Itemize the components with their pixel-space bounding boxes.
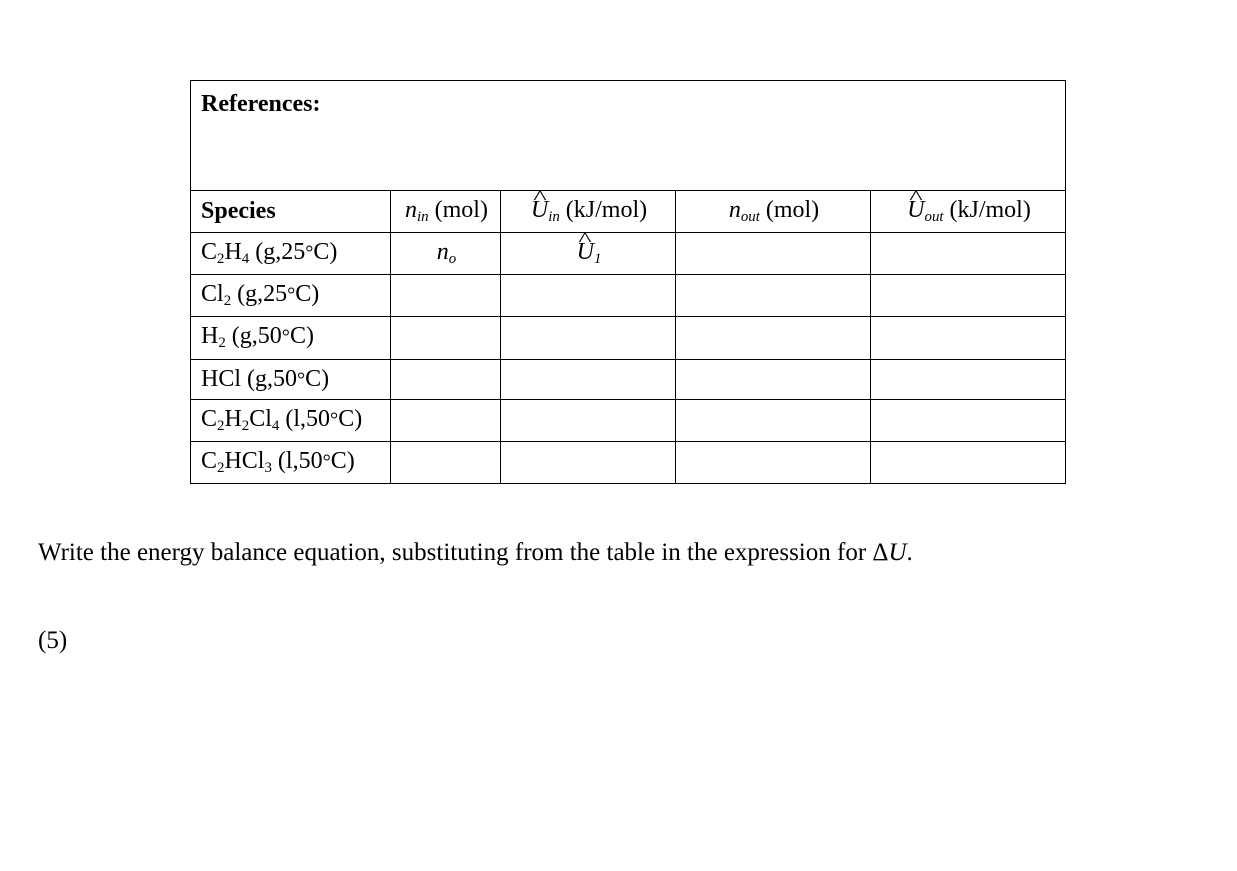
n-out-cell: [676, 441, 871, 483]
species-cell: C2H2Cl4 (l,50°C): [191, 399, 391, 441]
n-out-cell: [676, 359, 871, 399]
u-in-cell: U1: [501, 233, 676, 275]
u-in-cell: [501, 275, 676, 317]
n-in-cell: [391, 317, 501, 359]
question-number: (5): [38, 627, 1207, 655]
u-in-sym: U: [531, 197, 548, 224]
prompt-u: U: [888, 539, 906, 566]
n-out-cell: [676, 317, 871, 359]
u-out-cell: [871, 399, 1066, 441]
n-out-unit: (mol): [766, 197, 819, 223]
n-in-cell: no: [391, 233, 501, 275]
table-row: H2 (g,50°C): [191, 317, 1066, 359]
u-out-sym: U: [907, 197, 924, 224]
u-in-unit: (kJ/mol): [566, 197, 647, 223]
n-in-unit: (mol): [435, 197, 488, 223]
u-in-sub: in: [548, 209, 560, 225]
n-out-cell: [676, 233, 871, 275]
n-out-cell: [676, 399, 871, 441]
u-out-cell: [871, 275, 1066, 317]
u-out-sub: out: [925, 209, 944, 225]
prompt-text: Write the energy balance equation, subst…: [38, 539, 1207, 567]
species-cell: C2H4 (g,25°C): [191, 233, 391, 275]
species-table: References: Species nin (mol) Uin (kJ/mo…: [190, 80, 1066, 484]
n-out-sub: out: [741, 209, 760, 225]
references-label: References:: [201, 91, 320, 117]
table-row: HCl (g,50°C): [191, 359, 1066, 399]
prompt-post: .: [907, 539, 913, 566]
u-out-cell: [871, 441, 1066, 483]
n-in-cell: [391, 399, 501, 441]
table-row: C2H4 (g,25°C)noU1: [191, 233, 1066, 275]
header-n-out: nout (mol): [676, 191, 871, 233]
table-row: C2H2Cl4 (l,50°C): [191, 399, 1066, 441]
species-cell: HCl (g,50°C): [191, 359, 391, 399]
u-in-cell: [501, 317, 676, 359]
u-out-cell: [871, 359, 1066, 399]
n-out-cell: [676, 275, 871, 317]
prompt-pre: Write the energy balance equation, subst…: [38, 539, 872, 566]
header-u-out: Uout (kJ/mol): [871, 191, 1066, 233]
u-in-cell: [501, 441, 676, 483]
n-in-sym: n: [405, 197, 417, 223]
u-in-cell: [501, 359, 676, 399]
references-row: References:: [191, 81, 1066, 191]
table-body: C2H4 (g,25°C)noU1Cl2 (g,25°C)H2 (g,50°C)…: [191, 233, 1066, 484]
species-cell: H2 (g,50°C): [191, 317, 391, 359]
n-in-cell: [391, 359, 501, 399]
u-out-unit: (kJ/mol): [950, 197, 1031, 223]
references-cell: References:: [191, 81, 1066, 191]
page: References: Species nin (mol) Uin (kJ/mo…: [0, 0, 1237, 871]
n-in-cell: [391, 441, 501, 483]
u-out-cell: [871, 317, 1066, 359]
header-species-text: Species: [201, 198, 276, 224]
table-row: C2HCl3 (l,50°C): [191, 441, 1066, 483]
header-row: Species nin (mol) Uin (kJ/mol) nout (mol…: [191, 191, 1066, 233]
u-out-cell: [871, 233, 1066, 275]
species-cell: Cl2 (g,25°C): [191, 275, 391, 317]
prompt-delta: Δ: [872, 539, 888, 566]
table-row: Cl2 (g,25°C): [191, 275, 1066, 317]
n-in-cell: [391, 275, 501, 317]
header-species: Species: [191, 191, 391, 233]
n-out-sym: n: [729, 197, 741, 223]
n-in-sub: in: [417, 209, 429, 225]
u-in-cell: [501, 399, 676, 441]
header-n-in: nin (mol): [391, 191, 501, 233]
species-cell: C2HCl3 (l,50°C): [191, 441, 391, 483]
